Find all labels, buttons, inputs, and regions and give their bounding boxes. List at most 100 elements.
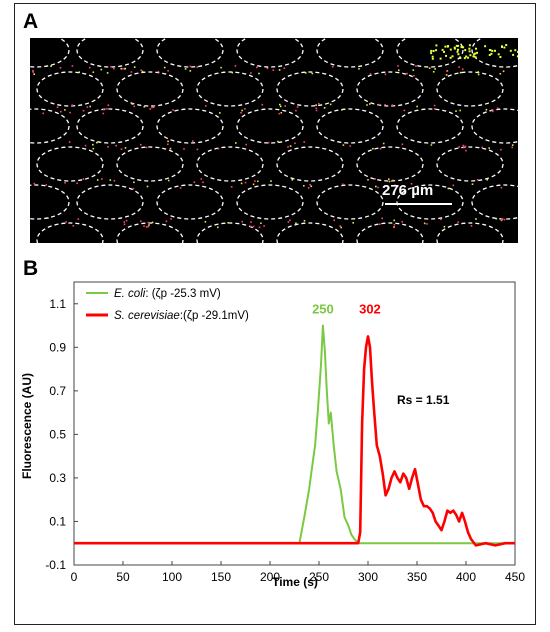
speck (220, 66, 222, 69)
speck (244, 181, 247, 184)
speck (143, 106, 146, 108)
speck (435, 44, 438, 47)
speck (331, 66, 334, 68)
speck (219, 112, 221, 114)
speck (505, 44, 508, 46)
post-outline-2-4 (316, 108, 384, 144)
post-outline-4-4 (316, 184, 384, 220)
x-tick-label: 0 (71, 570, 78, 584)
post-outline-1-2 (196, 71, 264, 107)
speck (474, 52, 477, 55)
speck (474, 56, 477, 59)
speck (511, 144, 514, 146)
figure-frame (14, 3, 536, 625)
speck (230, 186, 233, 188)
speck (476, 51, 478, 54)
speck (88, 66, 91, 69)
y-tick-label: 1.1 (49, 297, 66, 311)
speck (42, 112, 44, 115)
post-outline-2-2 (156, 108, 224, 144)
speck (315, 109, 318, 112)
speck (263, 225, 265, 227)
speck (443, 225, 446, 228)
speck (434, 68, 436, 70)
speck (457, 53, 460, 56)
speck (303, 141, 305, 143)
post-outline-4-0 (30, 184, 70, 220)
speck (266, 67, 269, 70)
speck (500, 186, 503, 189)
speck (193, 181, 196, 183)
speck (369, 73, 372, 75)
speck (250, 221, 252, 223)
speck (384, 73, 387, 76)
speck (462, 144, 465, 147)
speck (106, 72, 109, 74)
legend-name-s-cerevisiae: S. cerevisiae (114, 310, 180, 322)
speck (89, 105, 91, 108)
speck (167, 69, 169, 72)
post-outline-5-1 (116, 222, 184, 243)
speck (445, 74, 448, 76)
speck (146, 185, 149, 188)
speck (416, 105, 418, 108)
speck (496, 107, 499, 109)
speck (77, 218, 80, 220)
scale-bar-label: 276 µm (382, 182, 433, 199)
speck (415, 65, 417, 67)
speck (82, 109, 85, 112)
speck (153, 105, 155, 107)
speck (516, 55, 518, 58)
post-outline-2-3 (236, 108, 304, 144)
speck (280, 112, 283, 114)
speck (309, 183, 311, 186)
speck (500, 219, 503, 222)
speck (60, 110, 62, 113)
speck (477, 71, 479, 73)
post-outline-4-2 (156, 184, 224, 220)
speck (449, 56, 452, 59)
speck (512, 53, 515, 56)
speck (430, 52, 433, 55)
speck (151, 221, 154, 224)
post-outline-1-3 (276, 71, 344, 107)
speck (167, 143, 169, 146)
speck (486, 178, 489, 181)
speck (494, 49, 496, 52)
speck (165, 220, 168, 223)
speck (107, 104, 110, 106)
speck (449, 48, 452, 51)
speck (149, 108, 152, 110)
speck (277, 140, 279, 143)
series-line-s-cerevisiae (74, 335, 515, 547)
x-tick-label: 400 (456, 570, 476, 584)
speck (375, 185, 377, 188)
post-outline-3-2 (196, 146, 264, 182)
speck (147, 221, 150, 224)
speck (333, 219, 335, 222)
speck (388, 178, 390, 180)
speck (68, 141, 71, 143)
y-tick-label: 0.1 (49, 514, 66, 528)
speck (256, 66, 258, 69)
speck (71, 104, 74, 106)
speck (279, 105, 282, 108)
speck (295, 109, 297, 112)
legend-name-e-coli: E. coli (114, 288, 146, 300)
speck (367, 179, 369, 181)
speck (485, 108, 488, 111)
speck (401, 143, 404, 146)
y-tick-label: -0.1 (45, 558, 66, 572)
speck (410, 183, 413, 185)
speck (172, 109, 174, 111)
speck (310, 185, 313, 188)
fluorescence-specks (32, 44, 518, 229)
speck (500, 218, 503, 221)
post-outline-3-1 (116, 146, 184, 182)
post-outline-1-5 (436, 71, 504, 107)
post-outline-4-1 (76, 184, 144, 220)
speck (184, 68, 187, 70)
speck (445, 54, 447, 57)
speck (457, 48, 459, 51)
